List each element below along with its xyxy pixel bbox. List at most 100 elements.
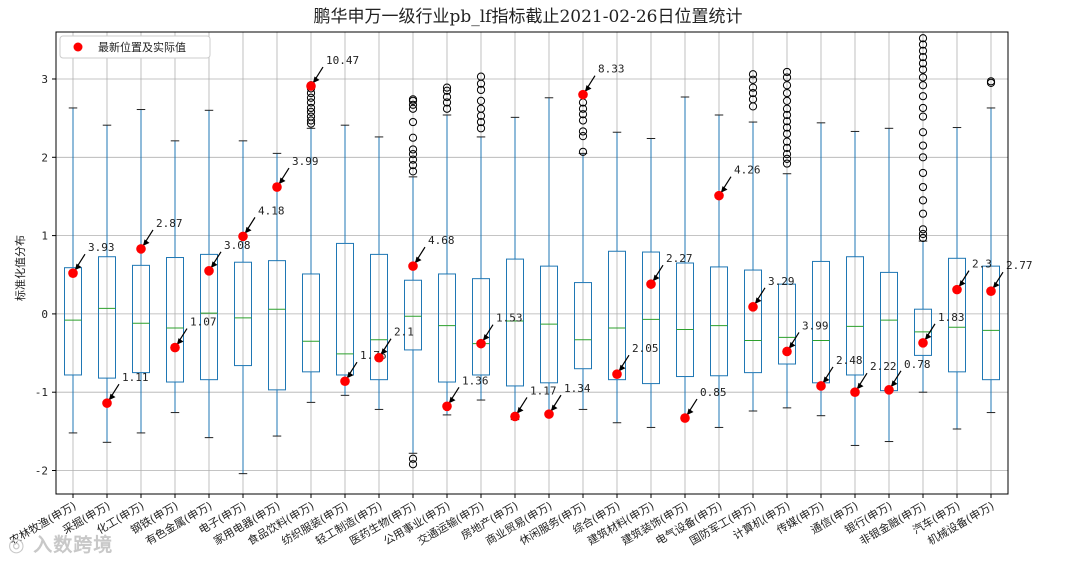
latest-3: 2.87 xyxy=(136,217,183,254)
flier-point xyxy=(476,117,486,127)
flier-point xyxy=(918,92,928,101)
flier-point xyxy=(748,75,758,84)
box-iqr xyxy=(574,282,592,370)
annotation-arrowhead xyxy=(925,333,932,340)
flier-point xyxy=(748,88,758,98)
latest-marker xyxy=(476,338,486,349)
flier-point xyxy=(918,112,928,121)
annotation-arrowhead xyxy=(279,177,286,185)
annotation-arrowhead xyxy=(755,297,762,304)
flier-point xyxy=(782,150,792,159)
latest-6: 4.18 xyxy=(238,204,285,242)
box-iqr xyxy=(744,269,762,374)
flier-point xyxy=(986,77,996,86)
latest-10: 2.1 xyxy=(374,326,414,363)
annotation-label: 3.29 xyxy=(768,275,795,288)
latest-marker xyxy=(748,302,758,312)
flier-point xyxy=(408,117,418,127)
annotation-label: 3.08 xyxy=(224,239,251,252)
flier-point xyxy=(408,95,418,104)
latest-1: 3.93 xyxy=(68,241,115,278)
flier-point xyxy=(918,196,928,205)
flier-point xyxy=(918,229,928,239)
flier-point xyxy=(476,85,486,95)
y-tick-label: 2 xyxy=(41,151,48,164)
flier-point xyxy=(408,145,418,154)
flier-point xyxy=(918,40,928,49)
latest-marker xyxy=(612,369,622,379)
annotation-label: 1.17 xyxy=(530,384,557,397)
annotation-arrowhead xyxy=(551,404,558,412)
annotation-arrowhead xyxy=(857,382,864,390)
latest-marker xyxy=(510,411,520,422)
annotation-label: 4.26 xyxy=(734,164,761,177)
annotation-label: 1.11 xyxy=(122,371,149,384)
flier-point xyxy=(782,117,792,126)
latest-18: 2.27 xyxy=(646,252,693,289)
box-17 xyxy=(608,131,626,424)
annotation-label: 1.34 xyxy=(564,382,591,395)
annotation-arrowhead xyxy=(245,226,252,234)
latest-7: 3.99 xyxy=(272,155,319,192)
flier-point xyxy=(578,104,588,113)
box-26 xyxy=(914,34,932,393)
flier-point xyxy=(306,98,316,107)
annotation-label: 3.99 xyxy=(802,319,829,332)
flier-point xyxy=(918,153,928,162)
flier-point xyxy=(578,132,588,141)
annotation-arrowhead xyxy=(381,348,388,355)
latest-marker xyxy=(850,387,860,398)
annotation-arrowhead xyxy=(789,341,796,349)
annotation-arrowhead xyxy=(823,376,830,383)
flier-point xyxy=(408,100,418,109)
y-axis-label: 标准化值分布 xyxy=(13,235,27,301)
latest-16: 8.33 xyxy=(578,63,625,100)
annotation-label: 2.48 xyxy=(836,354,863,367)
box-28 xyxy=(982,77,1000,414)
box-iqr xyxy=(234,261,252,367)
annotation-label: 2.87 xyxy=(156,217,183,230)
box-4 xyxy=(166,140,184,414)
latest-4: 1.07 xyxy=(170,316,217,353)
annotation-arrowhead xyxy=(653,274,660,282)
latest-20: 4.26 xyxy=(714,164,761,201)
latest-8: 10.47 xyxy=(306,54,359,91)
box-7 xyxy=(268,152,286,437)
latest-2: 1.11 xyxy=(102,371,149,408)
legend-frame xyxy=(59,35,211,59)
annotation-arrowhead xyxy=(993,281,1000,289)
latest-25: 0.78 xyxy=(884,358,931,395)
latest-marker xyxy=(884,385,894,395)
flier-point xyxy=(442,104,452,113)
flier-point xyxy=(306,93,316,102)
flier-point xyxy=(408,161,418,170)
flier-point xyxy=(408,104,418,113)
box-iqr xyxy=(472,278,490,376)
latest-marker xyxy=(204,266,214,276)
flier-point xyxy=(442,98,452,107)
annotation-arrowhead xyxy=(177,338,184,345)
annotation-label: 2.05 xyxy=(632,342,659,355)
annotation-arrowhead xyxy=(313,76,320,84)
annotation-arrowhead xyxy=(891,380,898,387)
latest-5: 3.08 xyxy=(204,239,251,276)
latest-marker xyxy=(544,409,554,419)
annotation-label: 0.85 xyxy=(700,386,727,399)
box-iqr xyxy=(64,267,82,376)
annotation-arrowhead xyxy=(959,280,966,287)
legend-label: 最新位置及实际值 xyxy=(98,40,186,54)
flier-point xyxy=(918,233,928,243)
box-iqr xyxy=(676,262,694,378)
legend: 最新位置及实际值 xyxy=(59,35,211,59)
chart-title: 鹏华申万一级行业pb_lf指标截止2021-02-26日位置统计 xyxy=(313,7,742,27)
box-iqr xyxy=(370,253,388,381)
flier-point xyxy=(306,112,316,121)
box-layer xyxy=(64,34,1000,475)
annotation-arrowhead xyxy=(619,364,626,372)
box-iqr xyxy=(506,258,524,387)
flier-point xyxy=(748,95,758,104)
flier-point xyxy=(306,103,316,113)
flier-point xyxy=(476,104,486,113)
flier-point xyxy=(782,104,792,113)
latest-marker xyxy=(306,81,316,91)
